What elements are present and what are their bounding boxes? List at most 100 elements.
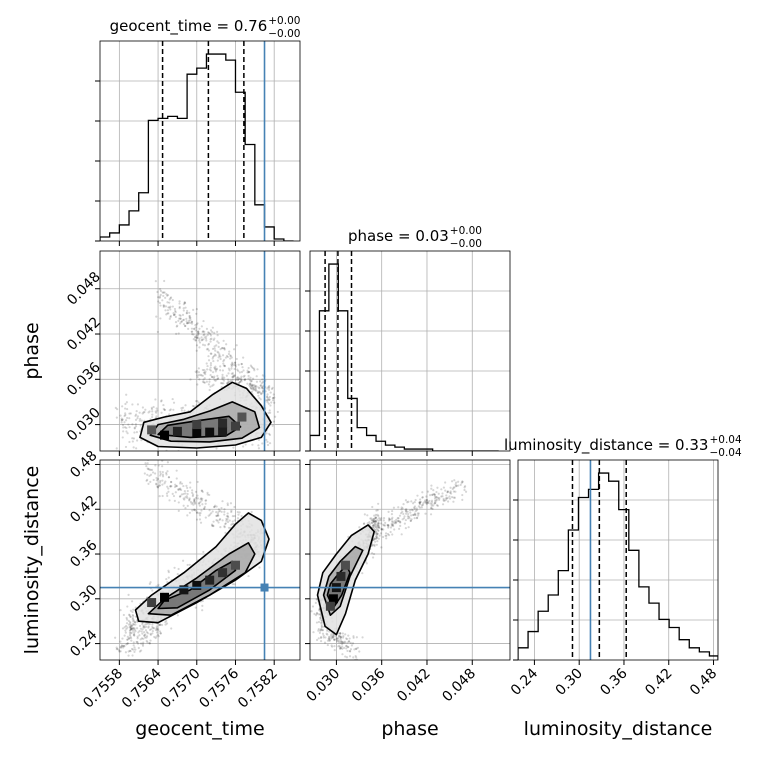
sample-point bbox=[143, 472, 146, 475]
sample-point bbox=[363, 522, 366, 525]
sample-point bbox=[217, 356, 220, 359]
sample-point bbox=[453, 479, 456, 482]
sample-point bbox=[139, 642, 143, 645]
sample-point bbox=[261, 380, 265, 384]
sample-point bbox=[267, 402, 270, 405]
sample-point bbox=[132, 446, 135, 449]
sample-point bbox=[441, 495, 444, 498]
sample-point bbox=[156, 485, 159, 488]
sample-point bbox=[339, 632, 342, 635]
sample-point bbox=[208, 513, 212, 516]
sample-point bbox=[223, 525, 226, 528]
sample-point bbox=[141, 628, 144, 631]
sample-point bbox=[232, 374, 235, 377]
sample-point bbox=[199, 373, 202, 376]
sample-point bbox=[139, 638, 142, 641]
sample-point bbox=[199, 521, 203, 524]
sample-point bbox=[236, 378, 239, 381]
sample-point bbox=[121, 405, 124, 408]
sample-point bbox=[349, 650, 352, 653]
sample-point bbox=[244, 443, 247, 446]
sample-point bbox=[449, 491, 452, 494]
sample-point bbox=[128, 614, 131, 617]
sample-point bbox=[198, 337, 201, 340]
sample-point bbox=[119, 609, 122, 612]
sample-point bbox=[138, 629, 141, 633]
sample-point bbox=[156, 290, 159, 294]
sample-point bbox=[341, 653, 344, 656]
sample-point bbox=[139, 417, 142, 421]
sample-point bbox=[268, 384, 271, 388]
sample-point bbox=[392, 524, 395, 528]
sample-point bbox=[207, 331, 210, 334]
sample-point bbox=[203, 369, 206, 372]
sample-point bbox=[129, 626, 132, 630]
sample-point bbox=[412, 513, 415, 517]
sample-point bbox=[234, 363, 237, 366]
sample-point bbox=[348, 637, 351, 640]
sample-point bbox=[158, 623, 162, 627]
sample-point bbox=[144, 462, 147, 465]
sample-point bbox=[382, 523, 385, 526]
sample-point bbox=[416, 512, 419, 515]
sample-point bbox=[202, 330, 205, 333]
sample-point bbox=[240, 375, 243, 378]
sample-point bbox=[232, 375, 235, 378]
sample-point bbox=[237, 378, 240, 382]
sample-point bbox=[154, 628, 158, 632]
sample-point bbox=[267, 386, 270, 389]
sample-point bbox=[198, 514, 202, 517]
sample-point bbox=[124, 413, 127, 417]
sample-point bbox=[212, 520, 215, 523]
sample-point bbox=[425, 498, 428, 502]
sample-point bbox=[131, 617, 134, 620]
sample-point bbox=[207, 514, 210, 517]
sample-point bbox=[237, 377, 240, 380]
sample-point bbox=[247, 366, 250, 370]
density-cell bbox=[192, 580, 202, 590]
sample-point bbox=[121, 418, 124, 421]
sample-point bbox=[379, 522, 383, 525]
sample-point bbox=[270, 387, 274, 391]
sample-point bbox=[160, 400, 163, 403]
sample-point bbox=[184, 324, 187, 328]
x-tick-label: 0.7576 bbox=[196, 665, 242, 711]
sample-point bbox=[435, 499, 438, 502]
sample-point bbox=[148, 622, 151, 626]
sample-point bbox=[433, 497, 437, 500]
sample-point bbox=[189, 481, 192, 484]
sample-point bbox=[131, 403, 134, 406]
sample-point bbox=[227, 352, 230, 356]
sample-point bbox=[339, 635, 343, 639]
sample-point bbox=[119, 646, 122, 649]
sample-point bbox=[397, 517, 400, 520]
sample-point bbox=[337, 639, 341, 642]
sample-point bbox=[161, 470, 164, 474]
sample-point bbox=[455, 485, 458, 488]
sample-point bbox=[432, 492, 435, 496]
sample-point bbox=[157, 477, 160, 481]
sample-point bbox=[330, 633, 333, 636]
sample-point bbox=[132, 608, 135, 611]
sample-point bbox=[268, 386, 271, 389]
sample-point bbox=[249, 385, 252, 388]
sample-point bbox=[132, 627, 135, 630]
sample-point bbox=[319, 616, 322, 619]
sample-point bbox=[235, 357, 238, 361]
sample-point bbox=[452, 500, 455, 503]
sample-point bbox=[201, 599, 204, 603]
sample-point bbox=[201, 374, 204, 377]
sample-point bbox=[215, 519, 218, 522]
sample-point bbox=[159, 632, 162, 635]
sample-point bbox=[222, 360, 225, 363]
sample-point bbox=[210, 524, 214, 527]
sample-point bbox=[371, 543, 374, 547]
sample-point bbox=[205, 335, 208, 338]
sample-point bbox=[144, 623, 147, 626]
sample-point bbox=[131, 613, 134, 617]
sample-point bbox=[420, 506, 423, 509]
sample-point bbox=[142, 457, 144, 459]
sample-point bbox=[154, 464, 157, 467]
sample-point bbox=[416, 516, 419, 519]
sample-point bbox=[221, 347, 224, 350]
